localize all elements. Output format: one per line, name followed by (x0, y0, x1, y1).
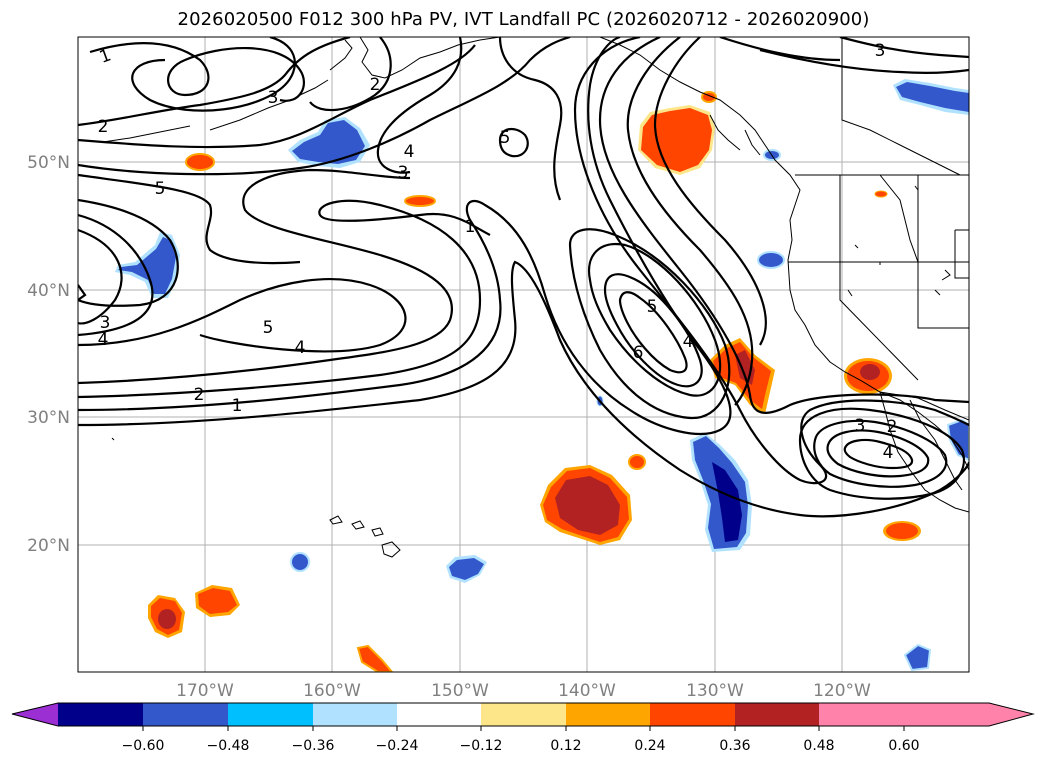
colorbar-swatch (566, 703, 650, 726)
contour-label: 1 (232, 396, 243, 416)
pc-negative-blob-175w (118, 237, 176, 294)
contour-label: 6 (633, 343, 644, 363)
colorbar-tick-label: −0.60 (122, 738, 165, 754)
lon-label: 150°W (431, 681, 489, 701)
contour-label: 2 (98, 117, 109, 137)
colorbar-tick-label: 0.24 (634, 738, 665, 754)
pc-positive-blob-115w (886, 523, 918, 539)
contour-label: 4 (98, 330, 109, 350)
map-border (77, 36, 970, 673)
colorbar-swatch (819, 703, 904, 726)
contour-label: 5 (647, 297, 658, 317)
colorbar-swatch (313, 703, 397, 726)
colorbar-tick-label: −0.24 (376, 738, 419, 754)
contour-label: 5 (155, 179, 166, 199)
colorbar-extend-min (12, 703, 58, 726)
contour-label: 3 (100, 313, 111, 333)
lon-label: 170°W (176, 681, 234, 701)
colorbar-tick-label: −0.12 (460, 738, 503, 754)
colorbar-ticks (142, 726, 905, 731)
colorbar-tick-label: −0.48 (207, 738, 250, 754)
contour-label: 4 (883, 443, 894, 463)
colorbar-tick-label: 0.60 (888, 738, 919, 754)
colorbar-swatch (58, 703, 143, 726)
colorbar-tick-label: 0.36 (719, 738, 750, 754)
graticule (78, 37, 969, 672)
contour-label: 4 (683, 332, 694, 352)
lat-labels: 50°N 40°N 30°N 20°N (27, 153, 70, 556)
contour-label: 2 (194, 385, 205, 405)
lat-label: 30°N (27, 408, 70, 428)
contour-label: 3 (398, 163, 409, 183)
colorbar-swatch (735, 703, 819, 726)
contour-label: 4 (404, 142, 415, 162)
colorbar-tick-label: 0.12 (550, 738, 581, 754)
pc-positive-blob-small-170w (185, 153, 215, 171)
lon-label: 120°W (813, 681, 871, 701)
lon-label: 140°W (558, 681, 616, 701)
contour-label: 4 (295, 338, 306, 358)
pc-negative-blob-160w (292, 120, 365, 164)
colorbar-outline (11, 702, 1035, 727)
contour-label: 1 (465, 217, 476, 237)
colorbar-swatch (650, 703, 735, 726)
contour-label: 5 (500, 128, 511, 148)
pc-negative-blob-northeast (896, 82, 969, 112)
contour-label: 2 (370, 75, 381, 95)
colorbar-extend-max (904, 703, 1033, 726)
lat-label: 20°N (27, 536, 70, 556)
colorbar-tick-label: 0.48 (803, 738, 834, 754)
contour-label: 5 (263, 318, 274, 338)
contour-label: 2 (887, 417, 898, 437)
colorbar-tick-label: −0.36 (292, 738, 335, 754)
colorbar-swatch (228, 703, 313, 726)
colorbar: −0.60 −0.48 −0.36 −0.24 −0.12 0.12 0.24 … (11, 702, 1035, 754)
lat-label: 50°N (27, 153, 70, 173)
lon-label: 130°W (686, 681, 744, 701)
lat-label: 40°N (27, 281, 70, 301)
map-title: 2026020500 F012 300 hPa PV, IVT Landfall… (177, 9, 870, 30)
contour-label: 3 (855, 416, 866, 436)
lon-labels: 170°W 160°W 150°W 140°W 130°W 120°W (176, 681, 871, 701)
contour-label: 3 (875, 41, 886, 61)
colorbar-swatch (481, 703, 566, 726)
pc-positive-blob-gulf-alaska (641, 108, 712, 172)
contour-label: 3 (268, 88, 279, 108)
contour-labels: 1 2 3 3 4 5 2 3 4 1 5 4 2 1 5 6 4 3 4 2 … (97, 41, 898, 463)
colorbar-swatch (143, 703, 228, 726)
pv-contours (78, 37, 969, 518)
coastlines (102, 37, 969, 558)
colorbar-swatch (397, 703, 481, 726)
lon-label: 160°W (303, 681, 361, 701)
map-plot-area (78, 37, 969, 672)
